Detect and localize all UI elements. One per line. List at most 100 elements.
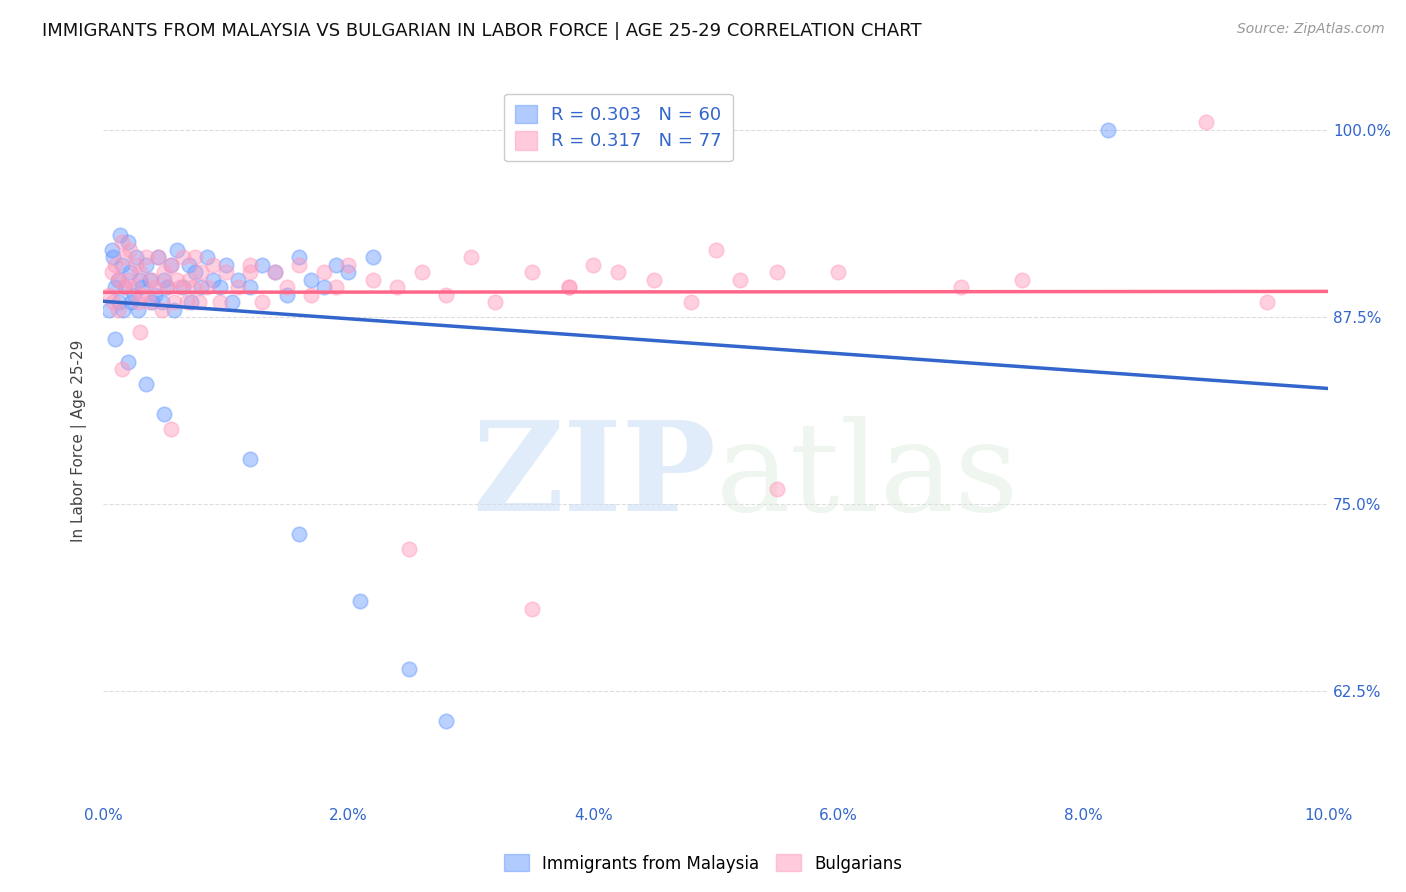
Point (129, 265, 152, 279)
Point (202, 272, 225, 286)
Point (176, 295, 198, 310)
Point (129, 272, 152, 286)
Point (195, 280, 218, 294)
Point (263, 265, 285, 279)
Point (301, 287, 323, 301)
Point (104, 333, 127, 347)
Point (361, 250, 384, 264)
Point (434, 714, 457, 729)
Point (111, 302, 134, 317)
Point (276, 287, 298, 301)
Point (434, 287, 457, 301)
Text: atlas: atlas (716, 417, 1019, 537)
Point (226, 272, 249, 286)
Text: IMMIGRANTS FROM MALAYSIA VS BULGARIAN IN LABOR FORCE | AGE 25-29 CORRELATION CHA: IMMIGRANTS FROM MALAYSIA VS BULGARIAN IN… (42, 22, 922, 40)
Point (361, 272, 384, 286)
Point (166, 272, 188, 286)
Legend: Immigrants from Malaysia, Bulgarians: Immigrants from Malaysia, Bulgarians (498, 847, 908, 880)
Point (125, 250, 148, 264)
Point (98, 302, 121, 317)
Point (117, 235, 139, 249)
Point (325, 258, 347, 272)
Point (385, 280, 408, 294)
Point (1097, 123, 1119, 137)
Point (288, 527, 311, 541)
Point (101, 265, 124, 279)
Point (202, 258, 225, 272)
Point (141, 295, 163, 310)
Point (226, 280, 249, 294)
Point (177, 258, 200, 272)
Point (349, 594, 371, 608)
Point (135, 377, 157, 392)
Point (221, 295, 243, 310)
Point (120, 265, 142, 279)
Point (120, 243, 142, 257)
Point (252, 258, 274, 272)
Point (180, 295, 202, 310)
Point (110, 227, 132, 242)
Point (172, 280, 194, 294)
Point (208, 295, 231, 310)
Point (557, 280, 579, 294)
Point (148, 250, 170, 264)
Point (263, 265, 285, 279)
Point (1195, 115, 1218, 129)
Point (107, 272, 129, 286)
Point (325, 280, 347, 294)
Point (184, 265, 207, 279)
Point (108, 295, 131, 310)
Point (117, 355, 139, 369)
Point (276, 280, 298, 294)
Point (159, 258, 181, 272)
Point (101, 295, 124, 310)
Point (190, 280, 212, 294)
Point (557, 280, 579, 294)
Point (139, 272, 162, 286)
Point (98, 287, 121, 301)
Point (156, 280, 179, 294)
Point (101, 250, 124, 264)
Point (117, 272, 139, 286)
Text: ZIP: ZIP (472, 417, 716, 537)
Point (239, 258, 262, 272)
Point (169, 280, 191, 294)
Point (728, 272, 751, 286)
Point (159, 422, 181, 436)
Point (215, 265, 238, 279)
Point (166, 243, 188, 257)
Point (122, 280, 145, 294)
Point (704, 243, 727, 257)
Point (135, 258, 157, 272)
Point (239, 280, 262, 294)
Point (127, 302, 149, 317)
Text: Source: ZipAtlas.com: Source: ZipAtlas.com (1237, 22, 1385, 37)
Point (163, 295, 186, 310)
Point (411, 265, 433, 279)
Point (159, 258, 181, 272)
Point (398, 662, 420, 676)
Point (949, 280, 972, 294)
Point (135, 250, 157, 264)
Point (484, 295, 506, 310)
Point (606, 265, 628, 279)
Point (460, 250, 482, 264)
Point (110, 258, 132, 272)
Point (520, 602, 543, 616)
Point (143, 287, 166, 301)
Point (184, 250, 207, 264)
Legend: R = 0.303   N = 60, R = 0.317   N = 77: R = 0.303 N = 60, R = 0.317 N = 77 (505, 94, 733, 161)
Point (104, 280, 127, 294)
Point (398, 542, 420, 557)
Point (138, 295, 160, 310)
Point (681, 295, 703, 310)
Point (127, 295, 149, 310)
Point (1256, 295, 1278, 310)
Point (150, 302, 173, 317)
Point (827, 265, 849, 279)
Point (766, 265, 789, 279)
Point (110, 235, 132, 249)
Point (172, 250, 194, 264)
Point (301, 272, 323, 286)
Point (112, 280, 135, 294)
